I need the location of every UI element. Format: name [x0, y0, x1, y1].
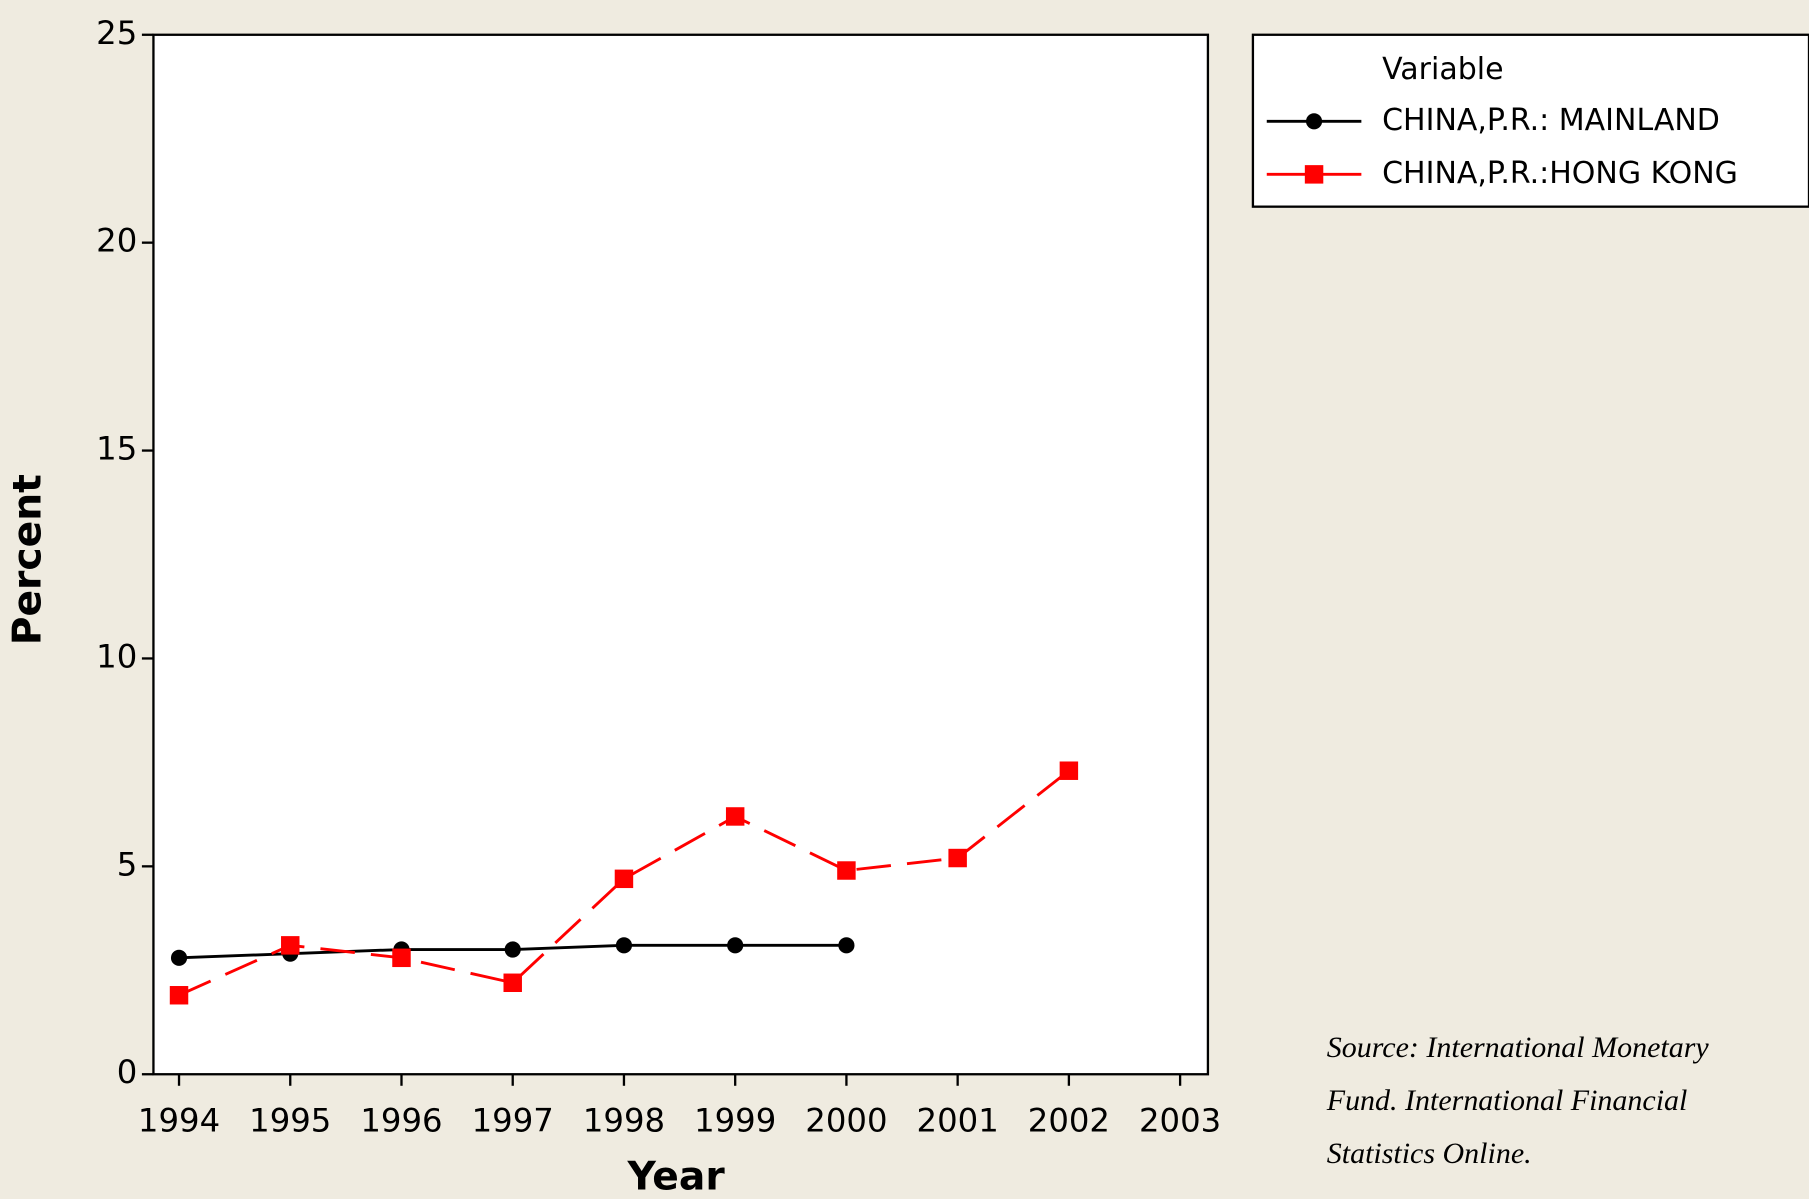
x-tick-label: 1996	[360, 1102, 442, 1140]
x-tick-label: 2003	[1139, 1102, 1221, 1140]
y-tick-label: 10	[96, 637, 137, 675]
y-tick-label: 0	[117, 1053, 138, 1091]
x-tick-label: 1999	[694, 1102, 776, 1140]
data-point	[503, 973, 522, 993]
series-line	[178, 769, 1070, 997]
source-note: Source: International Monetary	[1327, 1031, 1710, 1064]
data-point	[615, 937, 633, 954]
x-axis-label: Year	[626, 1155, 725, 1199]
y-tick-label: 20	[96, 222, 137, 260]
legend-marker	[1305, 113, 1323, 130]
x-tick-label: 1998	[583, 1102, 665, 1140]
x-tick-label: 1997	[472, 1102, 554, 1140]
data-point	[614, 869, 634, 889]
plot-area	[152, 33, 1210, 1076]
data-point	[392, 948, 411, 968]
legend-label: CHINA,P.R.: MAINLAND	[1382, 103, 1720, 138]
data-point	[170, 949, 188, 966]
y-tick-label: 5	[117, 845, 138, 883]
data-point	[948, 848, 967, 868]
legend-marker	[1304, 165, 1324, 184]
legend-title: Variable	[1382, 52, 1503, 87]
y-tick-label: 25	[96, 14, 137, 52]
x-tick-label: 1995	[249, 1102, 331, 1140]
data-point	[837, 861, 856, 880]
source-note: Statistics Online.	[1327, 1137, 1532, 1170]
x-tick-label: 2000	[805, 1102, 887, 1140]
legend-label: CHINA,P.R.:HONG KONG	[1382, 156, 1738, 191]
y-tick-label: 15	[96, 430, 137, 468]
data-point	[727, 937, 744, 954]
x-tick-label: 2001	[917, 1102, 999, 1140]
data-point	[504, 941, 521, 958]
source-note: Fund. International Financial	[1326, 1084, 1688, 1117]
data-point	[1059, 761, 1079, 780]
x-tick-label: 1994	[138, 1102, 220, 1140]
data-point	[725, 807, 745, 826]
y-axis-label: Percent	[5, 474, 50, 645]
data-point	[169, 986, 189, 1005]
data-point	[838, 937, 855, 954]
data-point	[281, 936, 300, 955]
x-tick-label: 2002	[1028, 1102, 1110, 1140]
